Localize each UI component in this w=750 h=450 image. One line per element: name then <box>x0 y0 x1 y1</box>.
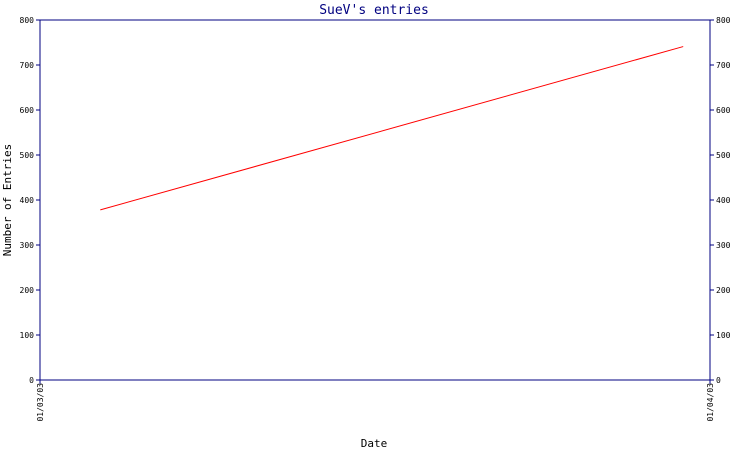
y-tick-label-left: 0 <box>29 376 34 385</box>
y-tick-label-left: 600 <box>20 106 35 115</box>
y-tick-label-left: 700 <box>20 61 35 70</box>
y-tick-label-left: 100 <box>20 331 35 340</box>
x-axis: 01/03/03 01/04/03 <box>36 380 715 422</box>
y-axis-right: 0 100 200 300 400 500 600 700 800 <box>710 16 731 385</box>
y-tick-label-left: 500 <box>20 151 35 160</box>
y-tick-label-right: 500 <box>716 151 731 160</box>
y-tick-label-right: 100 <box>716 331 731 340</box>
y-tick-label-left: 300 <box>20 241 35 250</box>
y-tick-label-right: 700 <box>716 61 731 70</box>
y-tick-label-left: 800 <box>20 16 35 25</box>
y-tick-label-right: 800 <box>716 16 731 25</box>
y-tick-label-left: 400 <box>20 196 35 205</box>
series-layer <box>100 46 684 211</box>
chart-title: SueV's entries <box>319 3 429 18</box>
plot-area-frame <box>39 19 711 381</box>
y-axis-label: Number of Entries <box>1 144 14 257</box>
series-line <box>100 46 684 211</box>
y-tick-label-right: 200 <box>716 286 731 295</box>
x-tick-label: 01/03/03 <box>36 383 45 422</box>
y-axis-left: 0 100 200 300 400 500 600 700 800 <box>20 16 40 385</box>
y-tick-label-left: 200 <box>20 286 35 295</box>
x-tick-label: 01/04/03 <box>706 383 715 422</box>
y-tick-label-right: 600 <box>716 106 731 115</box>
y-tick-label-right: 0 <box>716 376 721 385</box>
y-tick-label-right: 400 <box>716 196 731 205</box>
y-tick-label-right: 300 <box>716 241 731 250</box>
x-axis-label: Date <box>361 437 388 450</box>
